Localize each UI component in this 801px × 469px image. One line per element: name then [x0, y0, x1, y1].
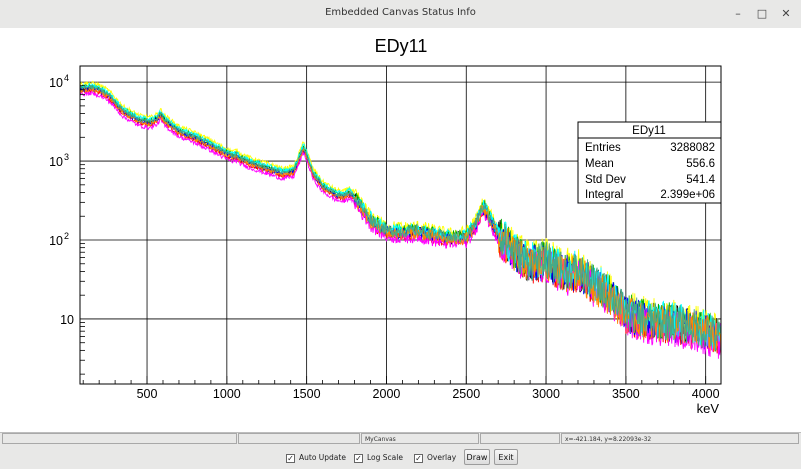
window-title: Embedded Canvas Status Info [325, 7, 476, 18]
stats-entries-label: Entries [585, 142, 621, 154]
maximize-icon[interactable]: □ [756, 7, 768, 20]
stats-mean-label: Mean [585, 158, 614, 170]
plot-frame [79, 65, 722, 385]
y-tick-exponent: 2 [64, 231, 69, 241]
x-tick-label: 500 [137, 387, 158, 401]
y-tick-exponent: 4 [64, 73, 69, 83]
stats-title: EDy11 [632, 125, 666, 137]
y-tick-label: 10 [49, 76, 63, 90]
status-field-1 [2, 433, 237, 444]
x-tick-label: 4000 [692, 387, 720, 401]
status-field-4 [480, 433, 560, 444]
auto-update-label: Auto Update [299, 453, 346, 462]
stats-stddev-value: 541.4 [686, 174, 715, 186]
log-scale-label: Log Scale [367, 453, 403, 462]
x-tick-label: 3000 [532, 387, 560, 401]
x-axis-label: keV [697, 401, 720, 416]
y-tick-label: 10 [49, 234, 63, 248]
x-tick-label: 1000 [213, 387, 241, 401]
histogram-plot: EDy11 500 1000 1500 2000 2500 3000 3500 4000 10… [49, 36, 722, 416]
y-tick-label: 10 [49, 155, 63, 169]
data-series-group [79, 80, 722, 359]
control-bar: ✓ Auto Update ✓ Log Scale ✓ Overlay Draw Ex… [0, 447, 801, 469]
stats-stddev-label: Std Dev [585, 174, 626, 186]
stats-box[interactable]: EDy11 Entries 3288082 Mean 556.6 Std Dev… [577, 121, 722, 204]
auto-update-checkbox[interactable]: ✓ Auto Update [286, 452, 346, 464]
minimize-icon[interactable]: – [735, 7, 741, 20]
stats-mean-value: 556.6 [686, 158, 715, 170]
status-field-2 [238, 433, 360, 444]
x-tick-label: 1500 [293, 387, 321, 401]
status-coordinates: x=-421.184, y=8.22093e-32 [561, 433, 799, 444]
x-tick-label: 2000 [373, 387, 401, 401]
x-axis-ticks: 500 1000 1500 2000 2500 3000 3500 4000 [82, 376, 720, 401]
close-icon[interactable]: ✕ [781, 7, 791, 20]
y-tick-exponent: 3 [64, 152, 69, 162]
embedded-canvas[interactable]: EDy11 500 1000 1500 2000 2500 3000 3500 4000 10… [0, 28, 801, 433]
stats-integral-label: Integral [585, 189, 623, 201]
data-series-8 [79, 84, 722, 348]
stats-entries-value: 3288082 [670, 142, 715, 154]
status-canvas-name: MyCanvas [361, 433, 479, 444]
checkbox-check-icon: ✓ [414, 454, 423, 463]
checkbox-check-icon: ✓ [286, 454, 295, 463]
stats-integral-value: 2.399e+06 [660, 189, 715, 201]
checkbox-check-icon: ✓ [354, 454, 363, 463]
chart-title: EDy11 [375, 36, 428, 56]
x-tick-label: 3500 [612, 387, 640, 401]
draw-button[interactable]: Draw [464, 449, 490, 465]
overlay-label: Overlay [427, 453, 457, 462]
exit-button[interactable]: Exit [494, 449, 518, 465]
overlay-checkbox[interactable]: ✓ Overlay [414, 452, 456, 464]
log-scale-checkbox[interactable]: ✓ Log Scale [354, 452, 403, 464]
x-tick-label: 2500 [452, 387, 480, 401]
status-bar: MyCanvas x=-421.184, y=8.22093e-32 [0, 432, 801, 446]
y-tick-label: 10 [60, 313, 74, 327]
grid-lines [80, 66, 721, 384]
title-bar: Embedded Canvas Status Info – □ ✕ [0, 0, 801, 29]
